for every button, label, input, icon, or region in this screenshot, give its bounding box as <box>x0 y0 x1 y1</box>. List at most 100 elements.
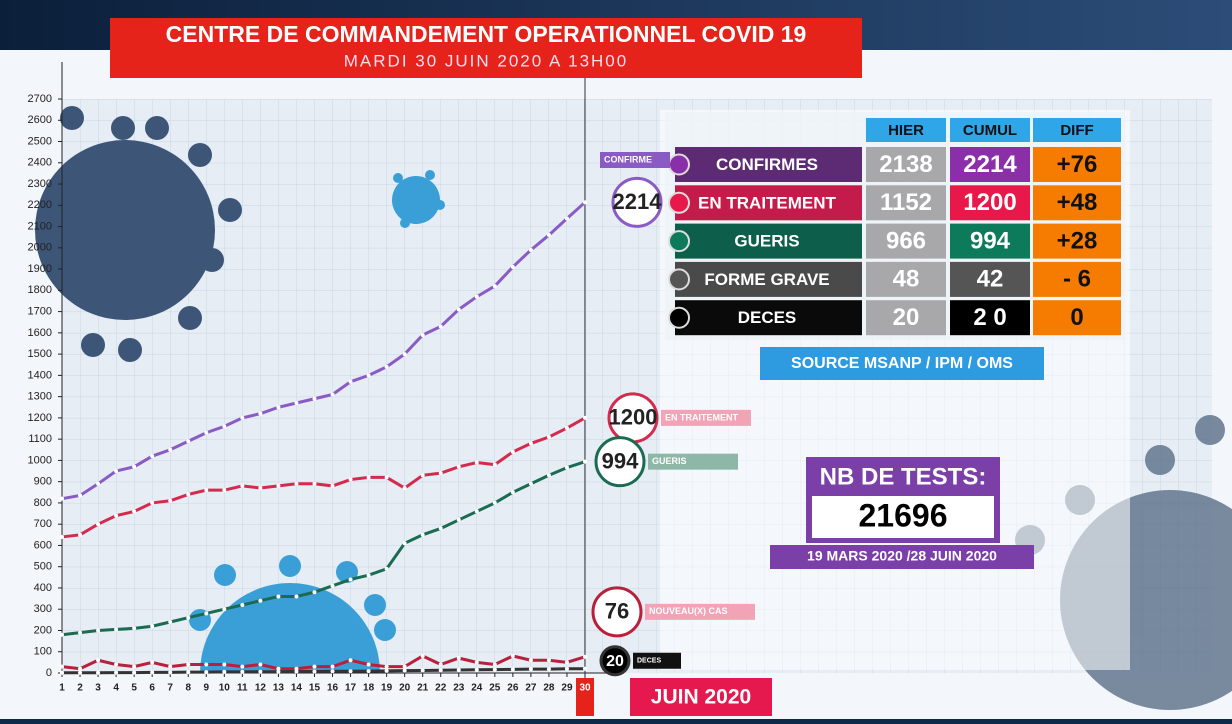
y-tick-label: 900 <box>34 476 52 488</box>
series-point <box>222 488 227 493</box>
series-point <box>132 626 137 631</box>
table-cell <box>675 300 862 336</box>
table-cell <box>675 261 862 297</box>
series-point <box>222 669 227 674</box>
series-point <box>510 667 515 672</box>
series-point <box>492 462 497 467</box>
legend-tag <box>648 453 738 470</box>
legend-label: GUERIS <box>652 456 687 466</box>
y-tick-label: 2600 <box>28 114 52 126</box>
table-cell <box>950 223 1030 259</box>
table-cell <box>866 223 946 259</box>
series-point <box>60 670 64 675</box>
series-point <box>168 664 173 669</box>
table-cell <box>866 261 946 297</box>
series-point <box>258 662 263 667</box>
end-value: 76 <box>605 599 629 624</box>
end-value: 1200 <box>609 405 658 430</box>
cell-value: 0 <box>1070 304 1083 331</box>
series-point <box>456 464 461 469</box>
header-label: HIER <box>888 122 924 139</box>
y-tick-label: 1400 <box>28 369 52 381</box>
series-line <box>61 201 587 501</box>
series-point <box>510 449 515 454</box>
legend-tag <box>645 603 755 620</box>
tests-period: 19 MARS 2020 /28 JUIN 2020 <box>807 548 997 564</box>
series-point <box>420 668 425 673</box>
series-point <box>348 669 353 674</box>
series-point <box>240 483 245 488</box>
series-point <box>240 415 245 420</box>
x-tick-label: 9 <box>203 683 209 694</box>
series-point <box>240 669 245 674</box>
series-point <box>204 611 209 616</box>
series-point <box>186 615 191 620</box>
series-point <box>402 668 407 673</box>
series-point <box>528 667 533 672</box>
table-cell <box>950 185 1030 221</box>
x-tick-label: 18 <box>363 683 375 694</box>
series-point <box>510 653 515 658</box>
row-label: FORME GRAVE <box>704 270 829 289</box>
table-cell <box>1033 261 1121 297</box>
row-dot <box>668 306 690 329</box>
y-tick-label: 2500 <box>28 135 52 147</box>
series-point <box>492 500 497 505</box>
cell-value: 2214 <box>963 151 1017 178</box>
series-point <box>546 233 551 238</box>
y-tick-label: 0 <box>46 667 52 679</box>
series-point <box>492 667 497 672</box>
series-point <box>204 670 209 675</box>
header-cell <box>866 118 946 142</box>
series-point <box>384 664 389 669</box>
series-point <box>456 517 461 522</box>
series-point <box>114 469 119 474</box>
row-label: GUERIS <box>734 232 799 251</box>
series-point <box>492 284 497 289</box>
legend-label: EN TRAITEMENT <box>665 412 739 422</box>
series-point <box>583 459 587 464</box>
x-tick-label: 8 <box>185 683 191 694</box>
row-dot <box>668 268 690 291</box>
series-point <box>420 653 425 658</box>
series-point <box>474 667 479 672</box>
table-cell <box>675 147 862 182</box>
tests-period-box <box>770 545 1034 569</box>
chart-subtitle: MARDI 30 JUIN 2020 A 13H00 <box>344 51 628 70</box>
series-point <box>438 471 443 476</box>
series-point <box>258 669 263 674</box>
series-point <box>114 627 119 632</box>
header-cell <box>1033 118 1121 142</box>
row-dot <box>668 230 690 253</box>
cell-value: +28 <box>1057 227 1098 254</box>
series-point <box>330 392 335 397</box>
series-point <box>258 486 263 491</box>
table-cell <box>1033 300 1121 336</box>
y-tick-label: 100 <box>34 646 52 658</box>
series-point <box>150 454 155 459</box>
x-tick-label: 2 <box>77 683 83 694</box>
y-tick-label: 300 <box>34 603 52 615</box>
series-point <box>420 332 425 337</box>
row-dot <box>668 153 690 176</box>
series-point <box>474 294 479 299</box>
cell-value: 2 0 <box>973 304 1006 331</box>
series-point <box>96 481 101 486</box>
y-tick-label: 2300 <box>28 178 52 190</box>
x-tick-label: 12 <box>255 683 267 694</box>
y-tick-label: 2700 <box>28 93 52 105</box>
series-point <box>510 490 515 495</box>
series-point <box>294 594 299 599</box>
source-box <box>760 347 1044 380</box>
end-value: 20 <box>606 653 624 670</box>
table-cell <box>950 147 1030 182</box>
series-point <box>583 666 587 671</box>
series-point <box>294 481 299 486</box>
series-point <box>510 264 515 269</box>
x-tick-label: 20 <box>399 683 411 694</box>
series-line <box>61 460 586 637</box>
series-point <box>474 660 479 665</box>
series-point <box>60 664 64 669</box>
series-point <box>78 630 83 635</box>
y-tick-label: 1500 <box>28 348 52 360</box>
